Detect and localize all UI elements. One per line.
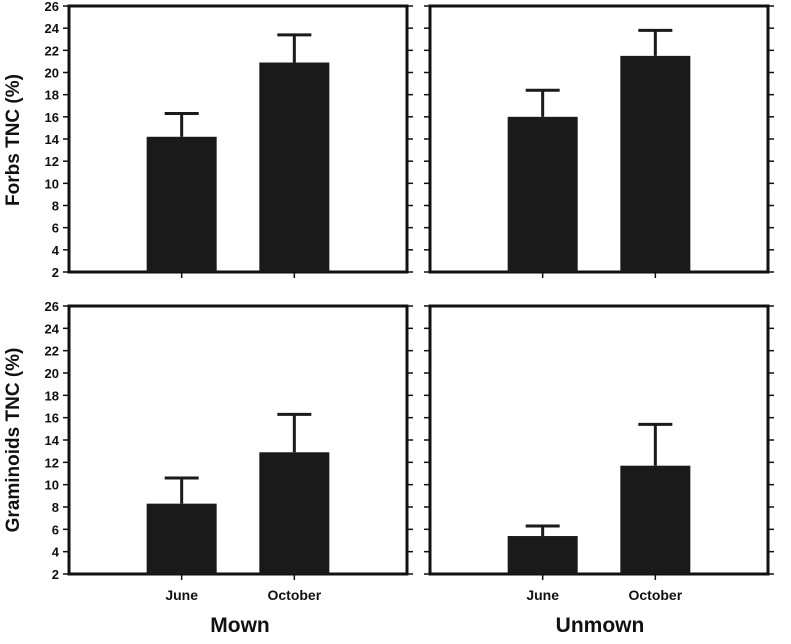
bar-october [259, 452, 330, 574]
y-tick-label: 26 [45, 0, 59, 14]
panel-unmown-graminoids: June October [424, 304, 774, 603]
panel-frame [428, 304, 770, 576]
y-tick-label: 14 [45, 132, 60, 147]
panel-frame [67, 4, 409, 274]
x-tick-label-october: October [267, 587, 321, 603]
y-tick-label: 4 [52, 243, 60, 258]
bar-june [507, 536, 578, 574]
panel-frame [67, 304, 409, 576]
y-tick-label: 8 [52, 500, 59, 515]
bar-june [146, 136, 217, 272]
y-tick-label: 22 [45, 43, 59, 58]
y-axis-label-graminoids: Graminoids TNC (%) [3, 348, 24, 533]
y-tick-label: 18 [45, 88, 59, 103]
bar-june [146, 503, 217, 574]
x-tick-label-october: October [628, 587, 682, 603]
y-tick-label: 10 [45, 176, 59, 191]
y-tick-label: 12 [45, 154, 59, 169]
y-tick-label: 18 [45, 388, 59, 403]
y-tick-label: 16 [45, 110, 59, 125]
y-tick-label: 16 [45, 411, 59, 426]
y-tick-label: 20 [45, 66, 59, 81]
bar-october [620, 465, 691, 574]
x-tick-label-june: June [526, 587, 559, 603]
panel-unmown-forbs [424, 4, 774, 278]
y-tick-label: 8 [52, 199, 59, 214]
bar-october [620, 55, 691, 272]
bar-june [507, 116, 578, 272]
y-tick-label: 2 [52, 265, 59, 280]
y-tick-label: 22 [45, 344, 59, 359]
y-tick-label: 12 [45, 455, 59, 470]
x-tick-label-june: June [165, 587, 198, 603]
group-label-unmown: Unmown [556, 614, 645, 637]
y-tick-label: 14 [45, 433, 60, 448]
y-tick-label: 24 [45, 21, 60, 36]
bar-october [259, 62, 330, 273]
group-label-mown: Mown [210, 614, 269, 637]
panel-frame [428, 4, 770, 274]
y-tick-label: 10 [45, 478, 59, 493]
y-tick-label: 26 [45, 299, 59, 314]
y-tick-label: 20 [45, 366, 59, 381]
y-tick-label: 4 [52, 545, 60, 560]
y-tick-label: 24 [45, 321, 60, 336]
y-tick-label: 2 [52, 567, 59, 582]
y-tick-label: 6 [52, 522, 59, 537]
y-tick-label: 6 [52, 221, 59, 236]
y-axis-label-forbs: Forbs TNC (%) [3, 74, 24, 206]
